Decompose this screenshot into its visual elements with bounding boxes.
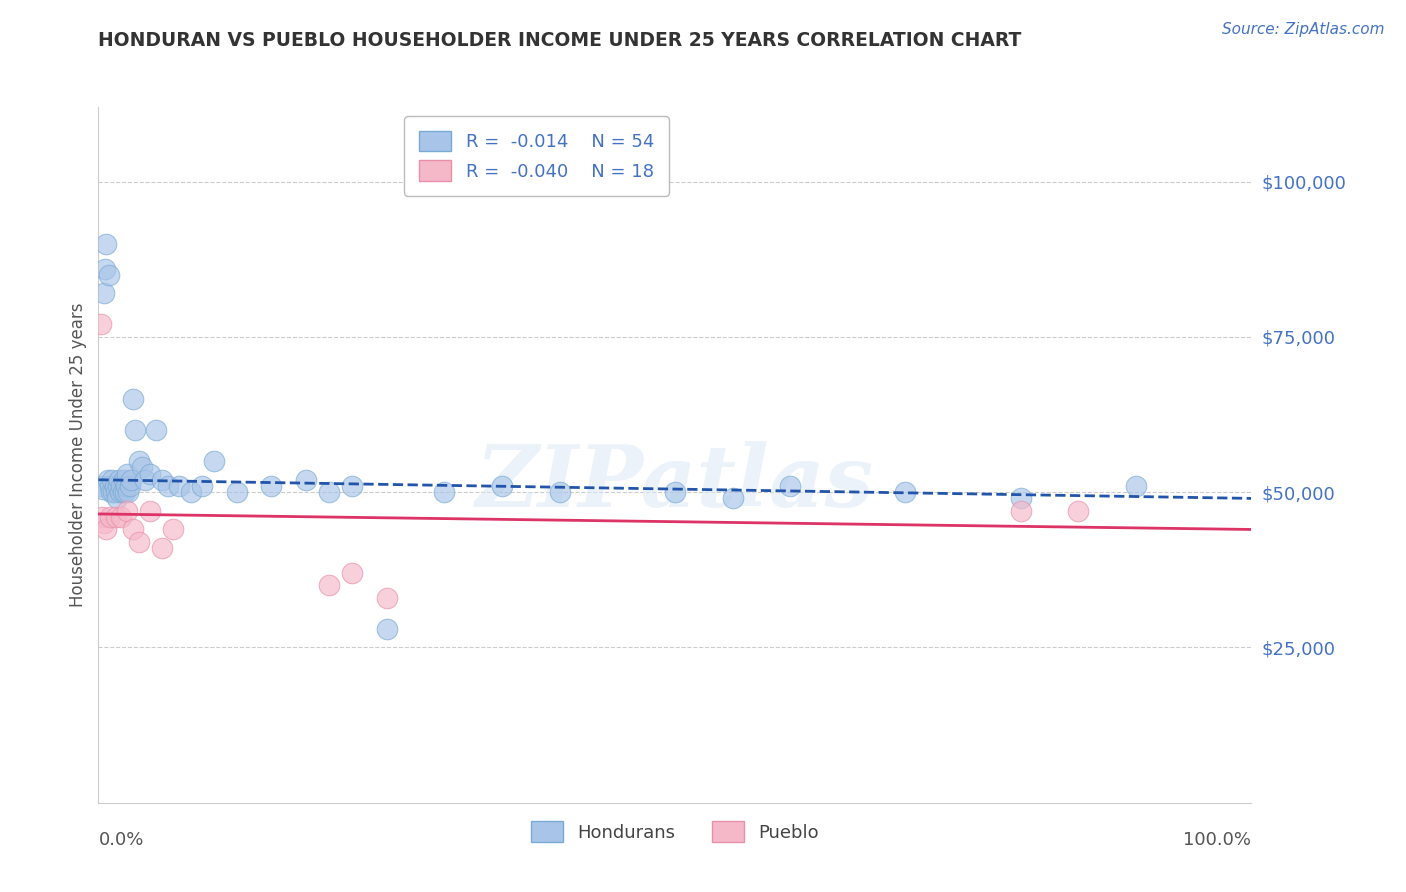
Point xyxy=(110,510,132,524)
Point xyxy=(96,523,118,537)
Point xyxy=(128,454,150,468)
Point xyxy=(260,479,283,493)
Point xyxy=(110,485,132,500)
Point xyxy=(150,541,173,555)
Point xyxy=(105,491,128,506)
Point xyxy=(202,454,225,468)
Point xyxy=(128,534,150,549)
Point xyxy=(167,479,190,493)
Point xyxy=(139,504,162,518)
Point xyxy=(124,423,146,437)
Point xyxy=(114,485,136,500)
Point xyxy=(1067,504,1090,518)
Point xyxy=(103,485,125,500)
Y-axis label: Householder Income Under 25 years: Householder Income Under 25 years xyxy=(69,302,87,607)
Point xyxy=(115,479,138,493)
Point xyxy=(110,479,132,493)
Point xyxy=(225,485,247,500)
Point xyxy=(111,485,134,500)
Point xyxy=(340,566,363,580)
Point xyxy=(1125,479,1147,493)
Point xyxy=(433,485,456,500)
Point xyxy=(318,578,340,592)
Point xyxy=(131,460,153,475)
Point xyxy=(90,479,112,493)
Point xyxy=(664,485,686,500)
Point xyxy=(104,485,127,500)
Point xyxy=(112,473,135,487)
Text: HONDURAN VS PUEBLO HOUSEHOLDER INCOME UNDER 25 YEARS CORRELATION CHART: HONDURAN VS PUEBLO HOUSEHOLDER INCOME UN… xyxy=(98,31,1022,50)
Point xyxy=(894,485,917,500)
Text: 0.0%: 0.0% xyxy=(98,830,143,848)
Point xyxy=(97,473,120,487)
Point xyxy=(90,318,112,332)
Point xyxy=(779,479,801,493)
Point xyxy=(156,479,179,493)
Point xyxy=(375,622,398,636)
Point xyxy=(94,261,117,276)
Point xyxy=(122,523,145,537)
Point xyxy=(117,467,139,481)
Point xyxy=(117,504,139,518)
Point xyxy=(108,473,131,487)
Point xyxy=(101,473,124,487)
Point xyxy=(104,510,127,524)
Point xyxy=(103,479,125,493)
Point xyxy=(491,479,513,493)
Point xyxy=(118,479,141,493)
Point xyxy=(548,485,571,500)
Text: 100.0%: 100.0% xyxy=(1184,830,1251,848)
Text: Source: ZipAtlas.com: Source: ZipAtlas.com xyxy=(1222,22,1385,37)
Point xyxy=(145,423,167,437)
Point xyxy=(117,485,139,500)
Point xyxy=(98,510,121,524)
Point xyxy=(721,491,744,506)
Point xyxy=(107,479,129,493)
Point xyxy=(295,473,318,487)
Point xyxy=(134,473,156,487)
Point xyxy=(1010,491,1032,506)
Point xyxy=(97,268,120,282)
Point xyxy=(93,516,115,531)
Legend: Hondurans, Pueblo: Hondurans, Pueblo xyxy=(523,814,827,849)
Point xyxy=(96,236,118,251)
Point xyxy=(90,510,112,524)
Point xyxy=(93,286,115,301)
Point xyxy=(91,482,114,496)
Point xyxy=(318,485,340,500)
Point xyxy=(100,485,122,500)
Point xyxy=(150,473,173,487)
Text: ZIPatlas: ZIPatlas xyxy=(475,441,875,524)
Point xyxy=(98,479,121,493)
Point xyxy=(191,479,214,493)
Point xyxy=(180,485,202,500)
Point xyxy=(122,392,145,406)
Point xyxy=(340,479,363,493)
Point xyxy=(139,467,162,481)
Point xyxy=(1010,504,1032,518)
Point xyxy=(162,523,184,537)
Point xyxy=(375,591,398,605)
Point xyxy=(120,473,142,487)
